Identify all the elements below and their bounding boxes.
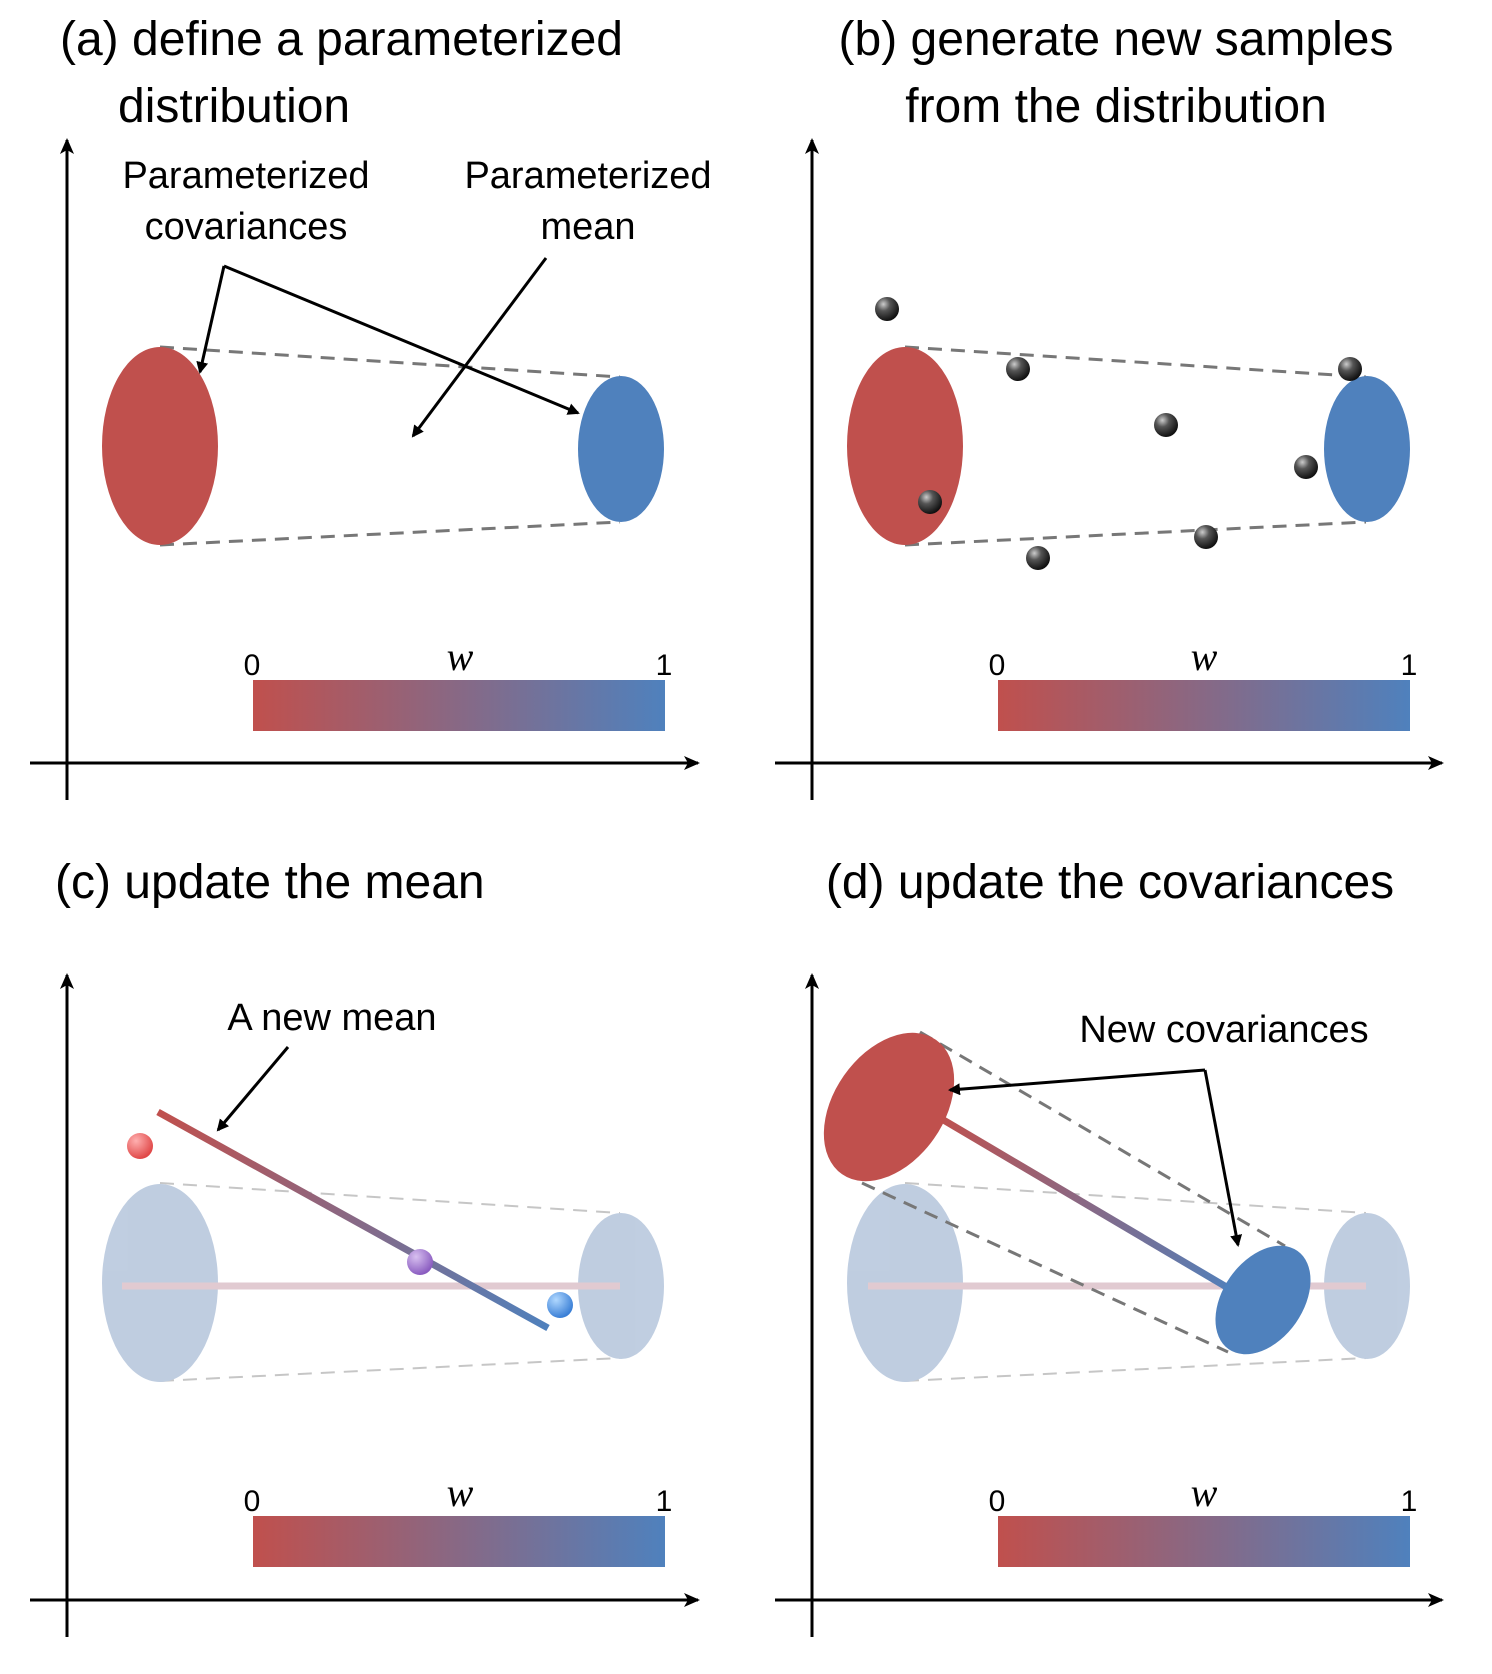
sample-point: [1294, 455, 1318, 479]
colorbar-max-label: 1: [1401, 649, 1418, 682]
panel-a-mean-label-1: Parameterized: [464, 155, 711, 197]
panel-a-title-line1: (a) define a parameterized: [60, 13, 623, 66]
panel-d-new-red-covariance: [823, 1032, 955, 1182]
sample-point: [1154, 413, 1178, 437]
panel-b-axes: [775, 138, 1444, 800]
panel-b-title-line1: (b) generate new samples: [839, 13, 1394, 66]
colorbar-max-label: 1: [1401, 1485, 1418, 1518]
colorbar-max-label: 1: [656, 1485, 673, 1518]
colorbar-min-label: 0: [244, 649, 261, 682]
colorbar-min-label: 0: [244, 1485, 261, 1518]
panel-b-blue-covariance: [1324, 376, 1410, 522]
purple-sample-point: [407, 1249, 433, 1275]
panel-c-annotation-arrow: [216, 1046, 290, 1132]
colorbar-variable-label: w: [447, 634, 474, 679]
panel-d-axes: [775, 973, 1444, 1637]
panel-a-blue-covariance: [578, 376, 664, 522]
sample-point: [1026, 546, 1050, 570]
panel-a-colorbar: 0 1 w: [244, 634, 673, 731]
panel-c-old-distribution: [102, 1182, 664, 1382]
colorbar-variable-label: w: [1191, 1470, 1218, 1515]
panel-b-red-covariance: [847, 347, 963, 545]
panel-a: (a) define a parameterized distribution …: [30, 13, 712, 800]
blue-sample-point: [547, 1292, 573, 1318]
panel-c-title: (c) update the mean: [55, 856, 485, 909]
panel-c: (c) update the mean A new mean 0 1 w: [30, 856, 700, 1637]
panel-a-title-line2: distribution: [118, 80, 350, 133]
panel-d-title: (d) update the covariances: [826, 856, 1394, 909]
panel-b-dashed-envelope: [904, 345, 1367, 547]
panel-a-cov-label-2: covariances: [145, 206, 348, 248]
colorbar-variable-label: w: [1191, 634, 1218, 679]
panel-a-axes: [30, 138, 700, 800]
red-sample-point: [127, 1133, 153, 1159]
panel-a-dashed-envelope: [159, 345, 621, 547]
panel-c-colorbar: 0 1 w: [244, 1470, 673, 1567]
panel-c-axes: [30, 973, 700, 1637]
panel-a-annotation-arrows: [196, 257, 580, 438]
sample-point: [1194, 525, 1218, 549]
colorbar-max-label: 1: [656, 649, 673, 682]
panel-d-colorbar: 0 1 w: [989, 1470, 1418, 1567]
panel-a-red-covariance: [102, 347, 218, 545]
panel-d-new-cov-label: New covariances: [1079, 1009, 1368, 1051]
colorbar-variable-label: w: [447, 1470, 474, 1515]
panel-d-new-blue-covariance: [1215, 1245, 1311, 1355]
panel-d: (d) update the covariances New covarianc…: [775, 856, 1444, 1637]
sample-point: [918, 490, 942, 514]
panel-a-cov-label-1: Parameterized: [122, 155, 369, 197]
colorbar-min-label: 0: [989, 1485, 1006, 1518]
colorbar-min-label: 0: [989, 649, 1006, 682]
panel-b-colorbar: 0 1 w: [989, 634, 1418, 731]
panel-d-new-mean-line: [933, 1111, 1242, 1299]
panel-a-mean-label-2: mean: [540, 206, 635, 248]
sample-point: [1006, 357, 1030, 381]
panel-b-samples: [875, 297, 1362, 570]
panel-c-new-mean-line: [156, 1108, 550, 1332]
panel-c-new-mean-label: A new mean: [227, 997, 436, 1039]
panel-b-title-line2: from the distribution: [905, 80, 1327, 133]
panel-d-new-dashed-envelope: [861, 1030, 1286, 1354]
panel-d-old-distribution: [847, 1182, 1410, 1382]
panel-d-annotation-arrows: [948, 1068, 1243, 1247]
sample-point: [875, 297, 899, 321]
panel-b: (b) generate new samples from the distri…: [775, 13, 1444, 800]
sample-point: [1338, 357, 1362, 381]
